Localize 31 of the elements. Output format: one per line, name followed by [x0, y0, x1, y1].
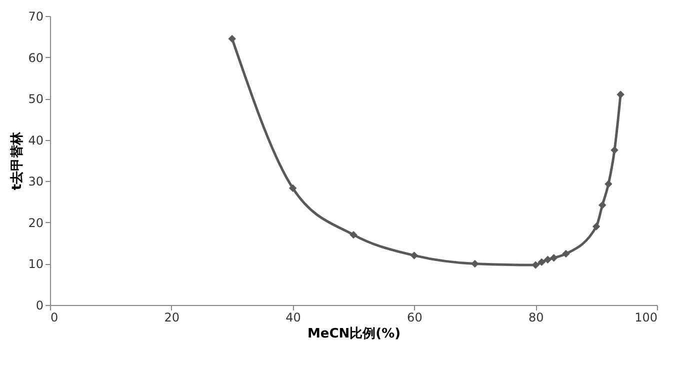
- point: [562, 250, 570, 258]
- y-tick-label: 30: [28, 174, 44, 189]
- point: [598, 201, 606, 209]
- point: [532, 261, 540, 269]
- x-axis-title: MeCN比例(%): [307, 326, 401, 342]
- x-tick-label: 80: [528, 310, 544, 324]
- y-axis-title: t去甲替林: [10, 130, 26, 190]
- point: [544, 256, 552, 264]
- point: [610, 146, 618, 154]
- point: [471, 260, 479, 268]
- point: [410, 252, 418, 260]
- y-tick-label: 20: [28, 216, 44, 230]
- point: [288, 184, 297, 192]
- point: [350, 230, 358, 239]
- x-tick-label: 20: [164, 310, 180, 324]
- x-tick-label: 60: [407, 310, 422, 324]
- x-tick-label: 100: [634, 310, 658, 324]
- point: [550, 254, 558, 262]
- point: [592, 222, 600, 230]
- y-tick-label: 40: [28, 133, 44, 148]
- y-tick-label: 10: [28, 257, 44, 272]
- point: [538, 258, 546, 266]
- x-tick-label: 0: [50, 310, 58, 324]
- x-tick-label: 40: [286, 310, 301, 324]
- y-tick-label: 60: [28, 50, 44, 65]
- point: [228, 34, 236, 43]
- y-tick-label: 70: [28, 10, 44, 24]
- point: [604, 180, 612, 188]
- point: [616, 90, 624, 98]
- y-tick-label: 0: [36, 298, 44, 312]
- y-tick-label: 50: [28, 92, 44, 106]
